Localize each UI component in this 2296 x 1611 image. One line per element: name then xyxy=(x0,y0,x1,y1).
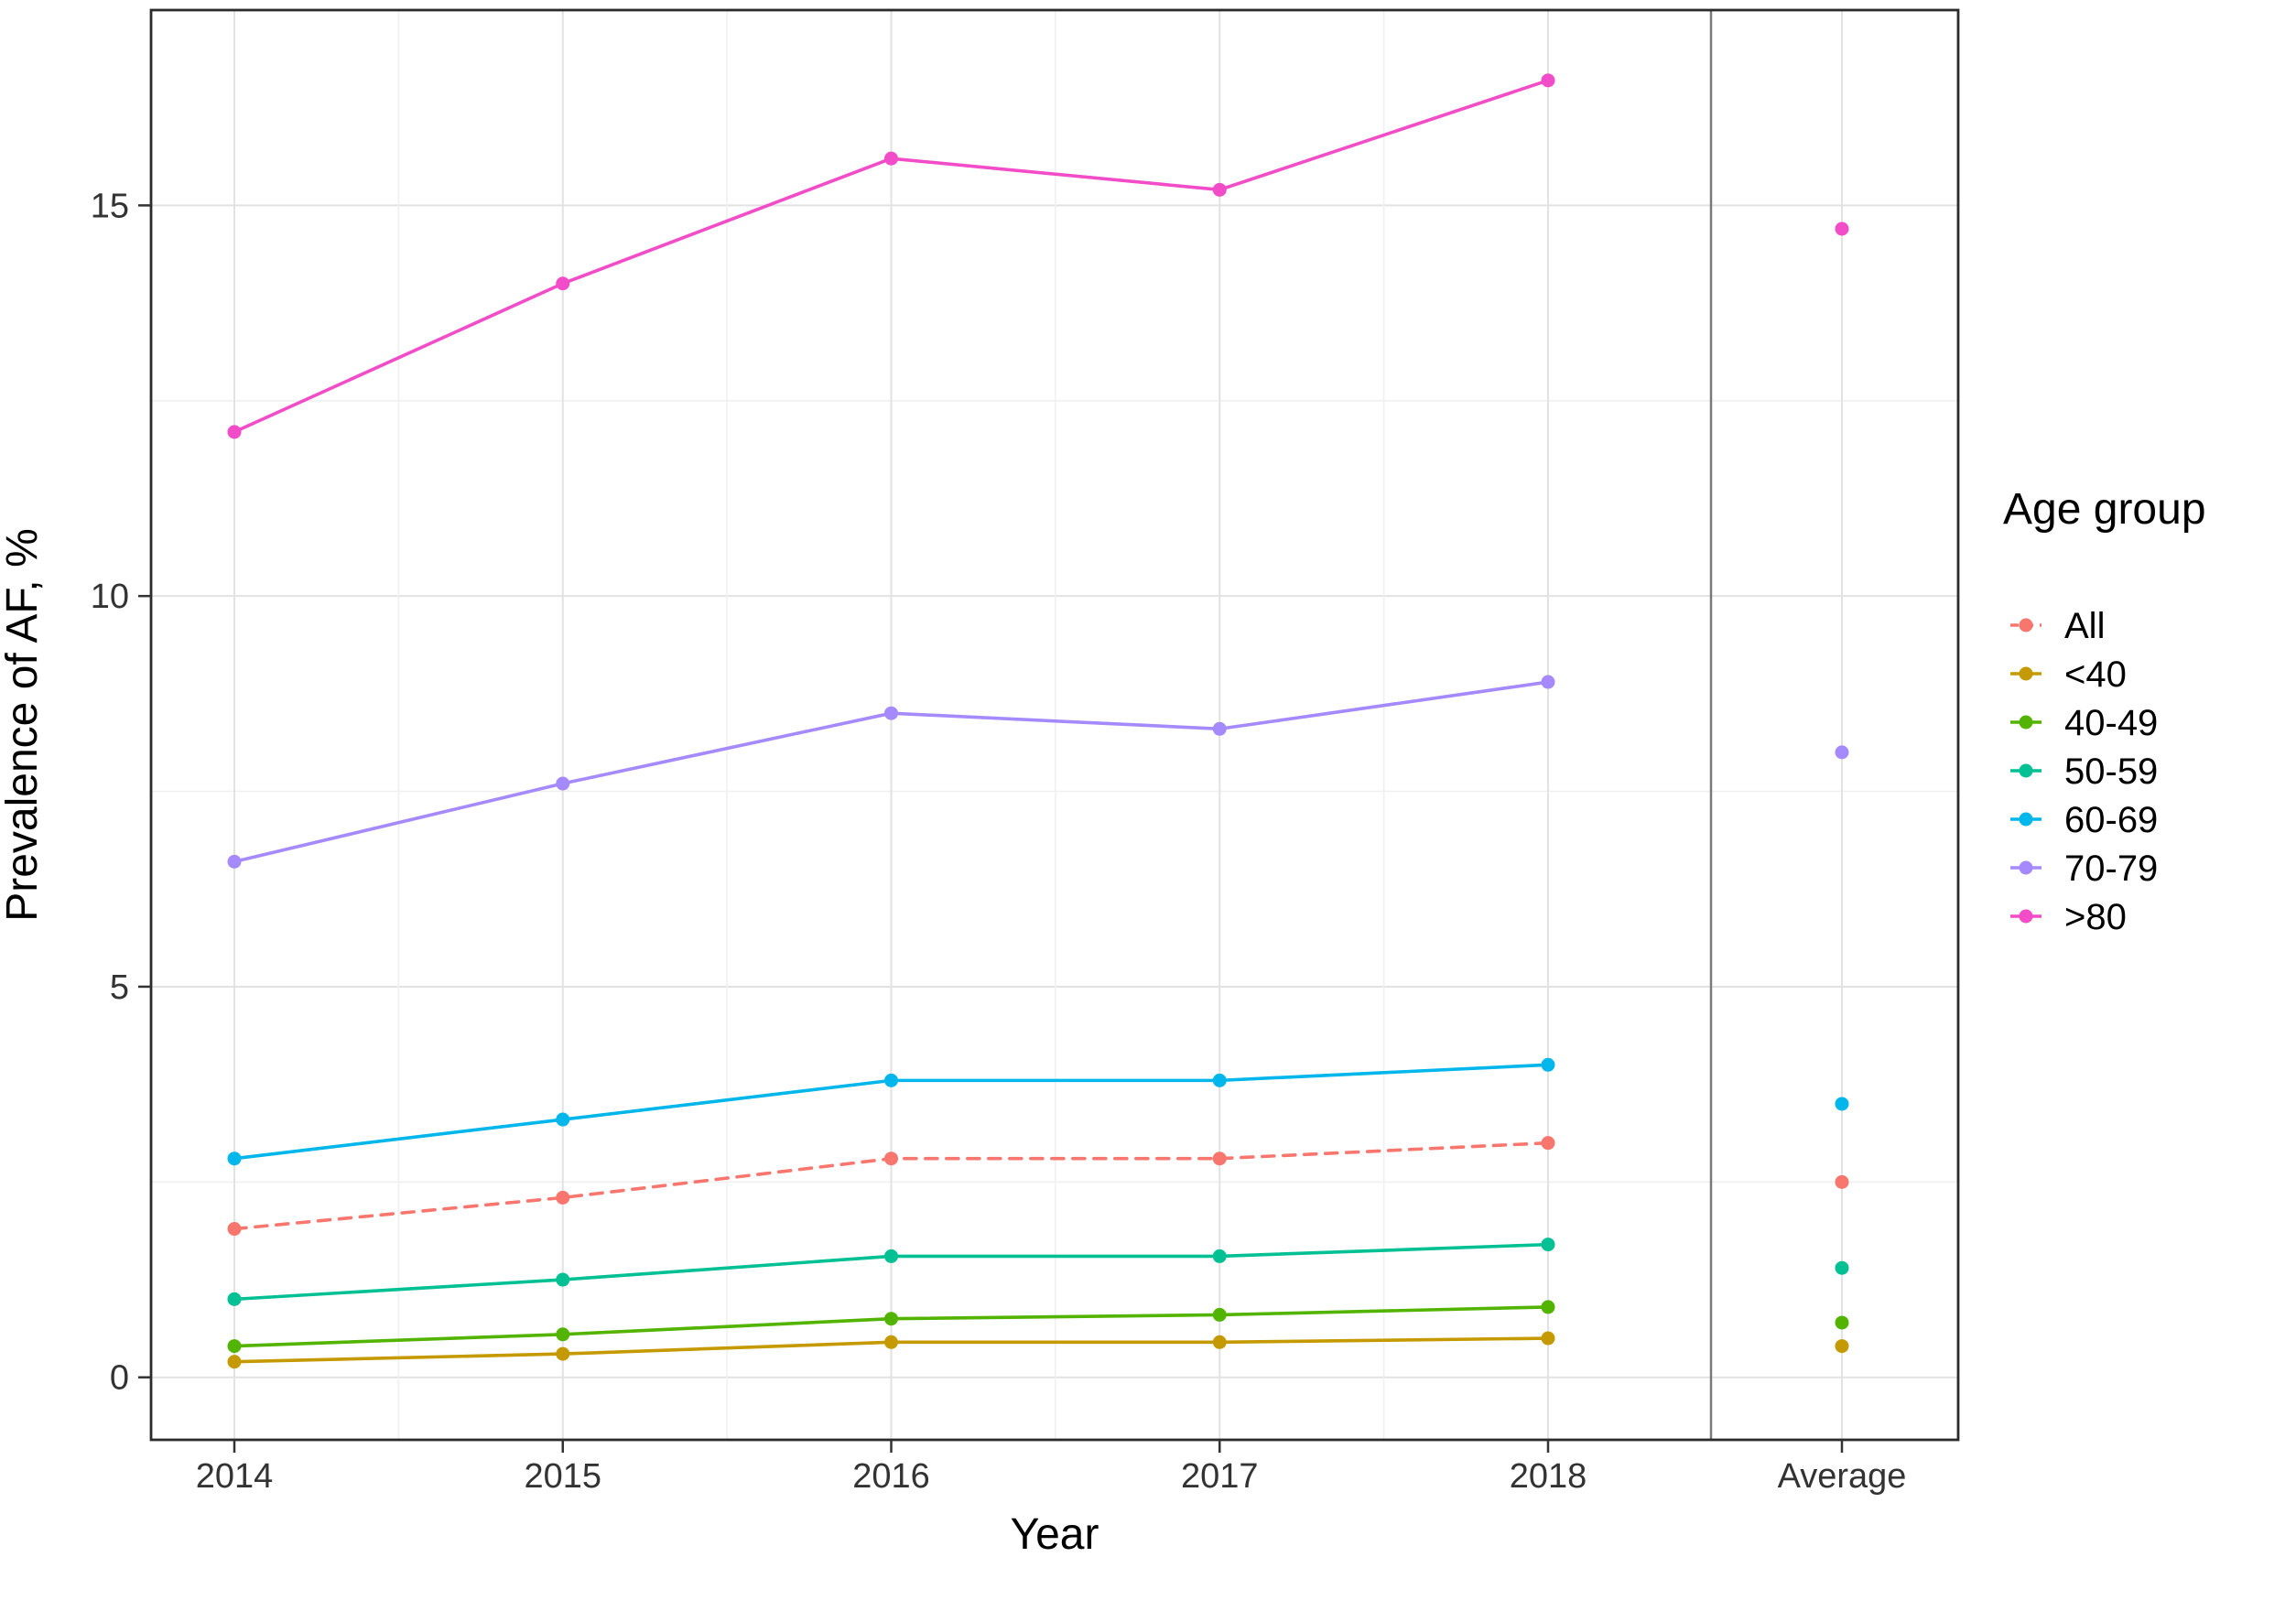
series-50-59 xyxy=(227,1238,1849,1306)
data-point-50-59 xyxy=(1541,1238,1555,1252)
series-layer xyxy=(227,73,1849,1369)
legend-item-label: >80 xyxy=(2064,897,2127,937)
data-point-40-49 xyxy=(884,1312,898,1326)
data-point-60-69 xyxy=(1541,1057,1555,1072)
data-point-60-69 xyxy=(884,1073,898,1087)
series->80 xyxy=(227,73,1849,439)
y-tick-label: 10 xyxy=(91,578,129,616)
data-point-70-79 xyxy=(227,854,242,869)
average-point-60-69 xyxy=(1835,1097,1849,1111)
x-axis-title: Year xyxy=(1011,1510,1099,1559)
legend-item->80: >80 xyxy=(2010,897,2127,937)
legend-item-label: 50-59 xyxy=(2064,751,2158,792)
data-point-40-49 xyxy=(1541,1300,1555,1314)
data-point-All xyxy=(884,1151,898,1166)
y-tick-label: 0 xyxy=(110,1359,129,1398)
series-70-79 xyxy=(227,675,1849,869)
axis-ticks xyxy=(138,204,1844,1453)
legend-key-point xyxy=(2019,618,2033,633)
gridlines xyxy=(151,10,1958,1440)
average-point-50-59 xyxy=(1835,1260,1849,1275)
data-point->80 xyxy=(1541,73,1555,88)
data-point-60-69 xyxy=(556,1112,570,1127)
legend-item-label: All xyxy=(2064,606,2105,646)
series-60-69 xyxy=(227,1057,1849,1166)
data-point-50-59 xyxy=(884,1249,898,1263)
legend-item-50-59: 50-59 xyxy=(2010,751,2158,792)
data-point->80 xyxy=(1212,182,1227,197)
legend-item-label: <40 xyxy=(2064,654,2127,695)
data-point-<40 xyxy=(884,1335,898,1349)
data-point-All xyxy=(556,1190,570,1205)
average-point-40-49 xyxy=(1835,1315,1849,1330)
legend-item-40-49: 40-49 xyxy=(2010,703,2158,743)
data-point-70-79 xyxy=(1212,721,1227,736)
legend-key-point xyxy=(2019,860,2033,875)
legend-title: Age group xyxy=(2003,485,2206,534)
legend-item-label: 40-49 xyxy=(2064,703,2158,743)
y-tick-label: 15 xyxy=(91,187,129,225)
legend-key-point xyxy=(2019,812,2033,827)
data-point-All xyxy=(1541,1136,1555,1151)
data-point->80 xyxy=(227,425,242,439)
average-point-70-79 xyxy=(1835,745,1849,760)
legend-item-label: 70-79 xyxy=(2064,849,2158,889)
data-point-<40 xyxy=(1541,1331,1555,1346)
x-tick-label: 2016 xyxy=(852,1457,930,1496)
data-point-All xyxy=(227,1222,242,1237)
data-point-40-49 xyxy=(556,1327,570,1342)
data-point-<40 xyxy=(1212,1335,1227,1349)
data-point->80 xyxy=(884,151,898,166)
legend-item-label: 60-69 xyxy=(2064,800,2158,840)
data-point-70-79 xyxy=(884,706,898,720)
average-point-<40 xyxy=(1835,1339,1849,1354)
data-point-50-59 xyxy=(227,1292,242,1306)
y-tick-label: 5 xyxy=(110,968,129,1007)
series-All xyxy=(227,1136,1849,1237)
data-point->80 xyxy=(556,276,570,291)
data-point-70-79 xyxy=(556,776,570,791)
legend-key-point xyxy=(2019,763,2033,778)
axis-tick-labels: 0 5 10 15 2014 2015 2016 2017 2018 Average xyxy=(91,187,1907,1496)
x-tick-label: Average xyxy=(1778,1457,1907,1496)
data-point-All xyxy=(1212,1151,1227,1166)
panel-border xyxy=(149,8,1960,1442)
data-point-60-69 xyxy=(227,1151,242,1166)
data-point-50-59 xyxy=(1212,1249,1227,1263)
data-point-70-79 xyxy=(1541,675,1555,689)
data-point-50-59 xyxy=(556,1272,570,1287)
data-point-60-69 xyxy=(1212,1073,1227,1087)
data-point-40-49 xyxy=(227,1339,242,1354)
legend-key-point xyxy=(2019,715,2033,730)
x-tick-label: 2015 xyxy=(524,1457,601,1496)
legend-item-70-79: 70-79 xyxy=(2010,849,2158,889)
average-point-All xyxy=(1835,1174,1849,1189)
legend-key-point xyxy=(2019,666,2033,681)
y-axis-title: Prevalence of AF, % xyxy=(0,528,47,922)
data-point-<40 xyxy=(556,1346,570,1361)
series-<40 xyxy=(227,1331,1849,1369)
legend-item-60-69: 60-69 xyxy=(2010,800,2158,840)
panel-frame xyxy=(149,8,1960,1442)
series-40-49 xyxy=(227,1300,1849,1354)
x-tick-label: 2014 xyxy=(196,1457,274,1496)
average-point->80 xyxy=(1835,222,1849,236)
x-tick-label: 2018 xyxy=(1510,1457,1587,1496)
x-tick-label: 2017 xyxy=(1181,1457,1259,1496)
legend: All <40 40-49 50-59 60-69 70-79 >80 xyxy=(2010,606,2158,937)
legend-key-point xyxy=(2019,909,2033,924)
legend-item-All: All xyxy=(2010,606,2105,646)
data-point-40-49 xyxy=(1212,1307,1227,1322)
legend-item-<40: <40 xyxy=(2010,654,2127,695)
data-point-<40 xyxy=(227,1355,242,1369)
